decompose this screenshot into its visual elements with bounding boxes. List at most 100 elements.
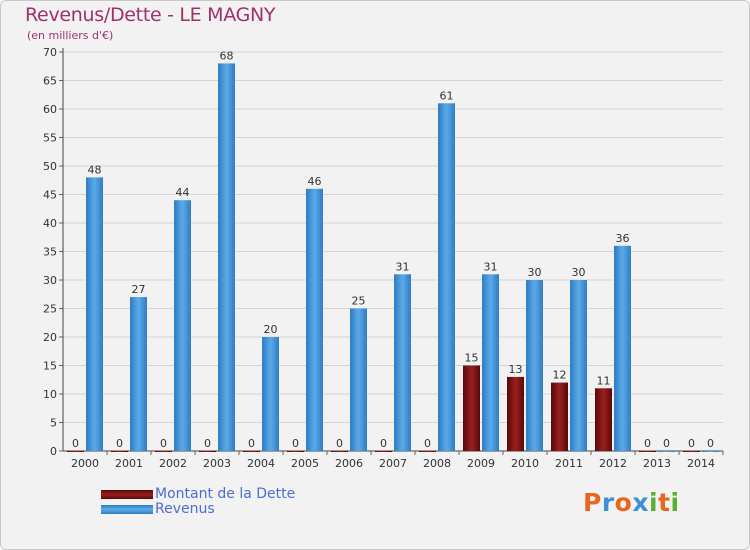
- legend-swatch-revenus: [101, 505, 153, 514]
- bar-dette-2000: [67, 451, 84, 452]
- bar-dette-2008: [419, 451, 436, 452]
- x-tick-label: 2003: [203, 457, 231, 470]
- bar-dette-2007: [375, 451, 392, 452]
- data-label-dette: 0: [644, 437, 651, 450]
- x-tick-label: 2002: [159, 457, 187, 470]
- y-tick-label: 70: [43, 46, 57, 59]
- logo-letter: i: [670, 488, 680, 517]
- bar-revenus-2003: [218, 63, 235, 452]
- legend-item-dette: Montant de la Dette: [101, 486, 401, 503]
- logo-letter: r: [601, 488, 615, 517]
- bar-dette-2003: [199, 451, 216, 452]
- bar-revenus-2013: [658, 451, 675, 452]
- data-label-dette: 0: [72, 437, 79, 450]
- bar-revenus-2009: [482, 274, 499, 451]
- bar-dette-2011: [551, 382, 568, 451]
- y-tick-label: 20: [43, 331, 57, 344]
- x-tick-label: 2009: [467, 457, 495, 470]
- bar-revenus-2004: [262, 337, 279, 451]
- legend-label-dette: Montant de la Dette: [155, 486, 296, 502]
- logo-letter: o: [614, 488, 633, 517]
- data-label-dette: 0: [292, 437, 299, 450]
- legend-swatch-dette: [101, 490, 153, 499]
- logo-letter: i: [649, 488, 659, 517]
- bar-revenus-2001: [130, 297, 147, 451]
- x-tick-label: 2001: [115, 457, 143, 470]
- x-tick-label: 2006: [335, 457, 363, 470]
- data-label-revenus: 30: [572, 266, 586, 279]
- y-tick-label: 5: [50, 417, 57, 430]
- x-tick-label: 2010: [511, 457, 539, 470]
- y-tick-label: 40: [43, 217, 57, 230]
- x-tick-label: 2000: [71, 457, 99, 470]
- x-tick-label: 2014: [687, 457, 715, 470]
- data-label-revenus: 48: [88, 163, 102, 176]
- bar-revenus-2006: [350, 308, 367, 451]
- bar-revenus-2008: [438, 103, 455, 452]
- bar-revenus-2007: [394, 274, 411, 451]
- data-label-dette: 12: [553, 369, 567, 382]
- bar-dette-2012: [595, 388, 612, 451]
- data-label-revenus: 31: [396, 260, 410, 273]
- bar-revenus-2000: [86, 177, 103, 451]
- bar-revenus-2012: [614, 245, 631, 451]
- x-tick-label: 2008: [423, 457, 451, 470]
- data-label-dette: 0: [160, 437, 167, 450]
- data-label-dette: 0: [688, 437, 695, 450]
- bar-dette-2001: [111, 451, 128, 452]
- logo-letter: x: [632, 488, 649, 517]
- x-tick-label: 2011: [555, 457, 583, 470]
- data-label-revenus: 46: [308, 175, 322, 188]
- data-label-revenus: 36: [616, 232, 630, 245]
- bar-dette-2004: [243, 451, 260, 452]
- logo-letter: P: [583, 488, 602, 517]
- data-label-revenus: 20: [264, 323, 278, 336]
- y-tick-label: 25: [43, 303, 57, 316]
- data-label-dette: 0: [248, 437, 255, 450]
- data-label-revenus: 30: [528, 266, 542, 279]
- data-label-dette: 13: [509, 363, 523, 376]
- data-label-revenus: 27: [132, 283, 146, 296]
- data-label-revenus: 0: [663, 437, 670, 450]
- y-tick-label: 55: [43, 132, 57, 145]
- bar-dette-2010: [507, 376, 524, 451]
- bar-revenus-2002: [174, 200, 191, 451]
- bar-dette-2013: [639, 451, 656, 452]
- data-label-revenus: 25: [352, 295, 366, 308]
- x-tick-label: 2004: [247, 457, 275, 470]
- bar-revenus-2010: [526, 280, 543, 451]
- bar-dette-2006: [331, 451, 348, 452]
- y-tick-label: 60: [43, 103, 57, 116]
- x-tick-label: 2012: [599, 457, 627, 470]
- x-tick-label: 2007: [379, 457, 407, 470]
- data-label-revenus: 61: [440, 89, 454, 102]
- bar-dette-2002: [155, 451, 172, 452]
- data-label-revenus: 68: [220, 49, 234, 62]
- x-tick-label: 2013: [643, 457, 671, 470]
- chart-subtitle: (en milliers d'€): [27, 29, 114, 42]
- data-label-revenus: 44: [176, 186, 190, 199]
- data-label-dette: 0: [380, 437, 387, 450]
- bar-dette-2014: [683, 451, 700, 452]
- bar-revenus-2005: [306, 188, 323, 452]
- y-tick-label: 45: [43, 189, 57, 202]
- data-label-dette: 15: [465, 352, 479, 365]
- logo-letter: t: [658, 488, 671, 517]
- bar-revenus-2011: [570, 280, 587, 451]
- bar-dette-2009: [463, 365, 480, 451]
- legend-item-revenus: Revenus: [101, 501, 401, 518]
- legend-label-revenus: Revenus: [155, 501, 215, 517]
- y-tick-label: 10: [43, 388, 57, 401]
- data-label-dette: 11: [597, 374, 611, 387]
- data-label-revenus: 0: [707, 437, 714, 450]
- y-tick-label: 65: [43, 75, 57, 88]
- data-label-dette: 0: [336, 437, 343, 450]
- data-label-dette: 0: [204, 437, 211, 450]
- y-tick-label: 15: [43, 360, 57, 373]
- y-tick-label: 30: [43, 274, 57, 287]
- proxiti-logo: Proxiti: [583, 488, 680, 517]
- bar-revenus-2014: [702, 451, 719, 452]
- chart-title: Revenus/Dette - LE MAGNY: [25, 4, 276, 26]
- x-tick-label: 2005: [291, 457, 319, 470]
- y-tick-label: 0: [50, 445, 57, 458]
